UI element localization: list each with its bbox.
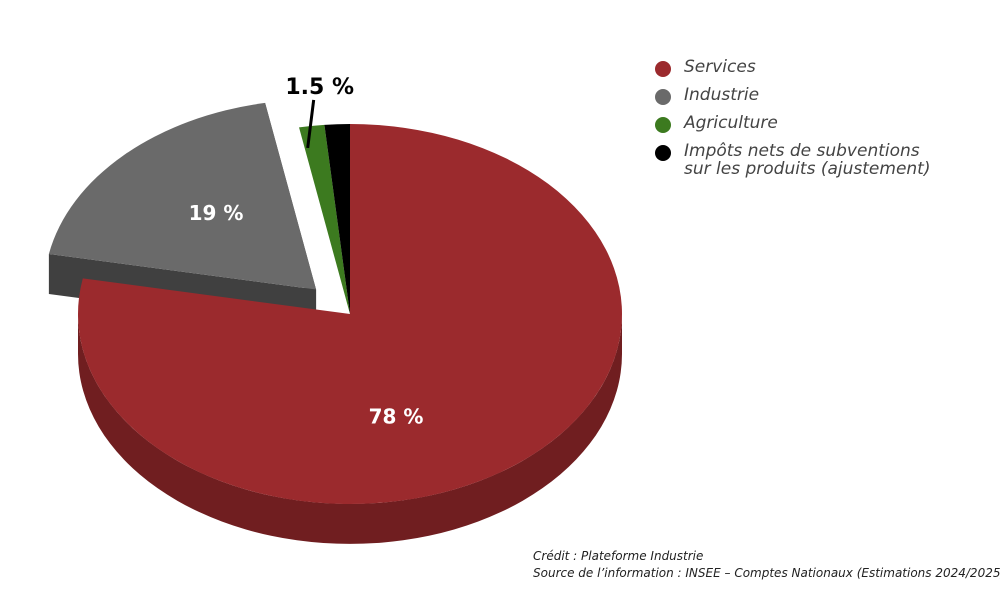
slice-side-services bbox=[78, 314, 622, 544]
data-label-services: 78 % bbox=[369, 404, 424, 428]
slice-agriculture bbox=[299, 124, 350, 314]
pie-tops bbox=[48, 102, 622, 505]
credit-line: Crédit : Plateforme Industrie bbox=[533, 549, 704, 563]
legend-label: Agriculture bbox=[684, 113, 778, 133]
data-label-agriculture: 1.5 % bbox=[285, 75, 354, 100]
legend-item-services: Services bbox=[655, 58, 974, 77]
legend-item-industrie: Industrie bbox=[655, 86, 974, 105]
slice-industrie bbox=[48, 102, 317, 290]
slice-impots-nets-de-subventio bbox=[324, 124, 350, 314]
legend-item-impots-nets-de-subventio: Impôts nets de subventions sur les produ… bbox=[655, 142, 974, 178]
legend-swatch bbox=[655, 117, 671, 133]
legend-label: Industrie bbox=[684, 85, 760, 105]
data-label-industrie: 19 % bbox=[189, 201, 244, 225]
legend-item-agriculture: Agriculture bbox=[655, 114, 974, 133]
legend: Services Industrie Agriculture Impôts nets … bbox=[655, 58, 974, 187]
callout-line-agriculture bbox=[306, 99, 316, 149]
legend-label: Impôts nets de subventions sur les produ… bbox=[684, 141, 931, 179]
legend-swatch bbox=[655, 145, 671, 161]
source-line: Source de l’information : INSEE – Compte… bbox=[533, 566, 1000, 580]
legend-swatch bbox=[655, 89, 671, 105]
legend-label: Services bbox=[684, 57, 756, 77]
legend-swatch bbox=[655, 61, 671, 77]
credits: Crédit : Plateforme Industrie Source de … bbox=[533, 548, 1000, 582]
pie-labels: 78 % 19 % 1.5 % bbox=[189, 75, 424, 429]
